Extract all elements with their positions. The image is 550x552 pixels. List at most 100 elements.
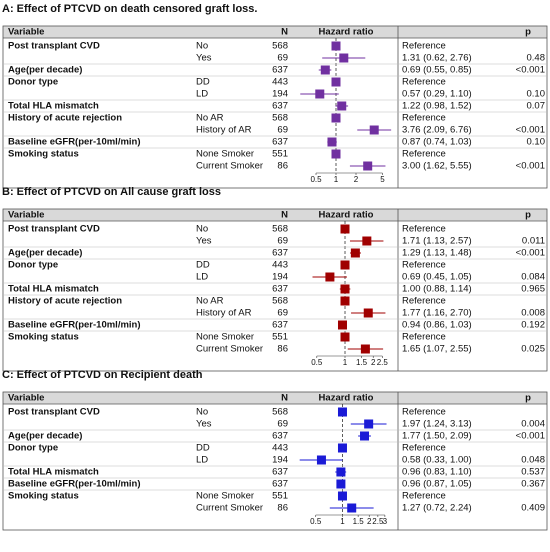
hr-marker <box>327 137 337 147</box>
hr-marker <box>331 149 341 159</box>
subgroup: No AR <box>196 296 224 307</box>
p-value: 0.192 <box>521 320 545 331</box>
hr-marker <box>364 419 374 429</box>
subgroup: LD <box>196 272 208 283</box>
variable: Age(per decade) <box>8 431 82 442</box>
p-value: 0.048 <box>521 455 545 466</box>
hr-label: 1.77 (1.50, 2.09) <box>402 431 472 442</box>
n: 69 <box>277 308 288 319</box>
subgroup: None Smoker <box>196 149 254 160</box>
hr-marker <box>325 272 335 282</box>
x-tick-label: 1.5 <box>353 517 365 526</box>
x-tick-label: 1.5 <box>356 358 368 367</box>
hr-label: 0.96 (0.87, 1.05) <box>402 479 472 490</box>
hr-label: 1.29 (1.13, 1.48) <box>402 248 472 259</box>
hr-label: Reference <box>402 332 446 343</box>
hr-label: 1.31 (0.62, 2.76) <box>402 53 472 64</box>
hr-label: 1.00 (0.88, 1.14) <box>402 284 472 295</box>
variable: Donor type <box>8 77 58 88</box>
variable: Baseline eGFR(per-10ml/min) <box>8 479 141 490</box>
hr-marker <box>320 65 330 75</box>
subgroup: Yes <box>196 53 212 64</box>
hr-label: Reference <box>402 407 446 418</box>
subgroup: Current Smoker <box>196 161 263 172</box>
p-value: 0.537 <box>521 467 545 478</box>
subgroup: LD <box>196 455 208 466</box>
table-border <box>2 25 548 189</box>
x-tick-label: 2 <box>367 517 372 526</box>
col-header: Hazard ratio <box>319 27 374 38</box>
n: 568 <box>272 407 288 418</box>
subgroup: LD <box>196 89 208 100</box>
hr-label: Reference <box>402 41 446 52</box>
hr-marker <box>340 332 350 342</box>
variable: Total HLA mismatch <box>8 467 99 478</box>
hr-label: 1.22 (0.98, 1.52) <box>402 101 472 112</box>
x-tick-label: 3 <box>383 517 388 526</box>
col-header: Variable <box>8 210 44 221</box>
col-header: p <box>525 210 531 221</box>
variable: Total HLA mismatch <box>8 284 99 295</box>
header-bg <box>3 26 547 38</box>
variable: Post transplant CVD <box>8 41 100 52</box>
hr-label: 0.58 (0.33, 1.00) <box>402 455 472 466</box>
variable: Baseline eGFR(per-10ml/min) <box>8 137 141 148</box>
hr-marker <box>315 89 325 99</box>
p-value: 0.004 <box>521 419 545 430</box>
p-value: 0.025 <box>521 344 545 355</box>
hr-label: 0.69 (0.45, 1.05) <box>402 272 472 283</box>
n: 568 <box>272 41 288 52</box>
hr-marker <box>369 125 379 135</box>
x-tick-label: 0.5 <box>310 175 322 184</box>
hr-marker <box>347 503 357 513</box>
subgroup: DD <box>196 77 210 88</box>
x-tick-label: 1 <box>334 175 339 184</box>
p-value: 0.367 <box>521 479 545 490</box>
hr-label: Reference <box>402 491 446 502</box>
subgroup: Yes <box>196 419 212 430</box>
x-tick-label: 5 <box>380 175 385 184</box>
subgroup: History of AR <box>196 308 252 319</box>
table-border <box>2 208 548 372</box>
subgroup: No <box>196 407 208 418</box>
hr-marker <box>339 53 349 63</box>
hr-label: 0.94 (0.86, 1.03) <box>402 320 472 331</box>
n: 568 <box>272 113 288 124</box>
n: 568 <box>272 296 288 307</box>
n: 86 <box>277 344 288 355</box>
hr-marker <box>336 467 346 477</box>
n: 69 <box>277 419 288 430</box>
n: 637 <box>272 101 288 112</box>
subgroup: None Smoker <box>196 491 254 502</box>
n: 637 <box>272 137 288 148</box>
variable: Post transplant CVD <box>8 407 100 418</box>
n: 443 <box>272 260 288 271</box>
hr-marker <box>337 491 347 501</box>
variable: Total HLA mismatch <box>8 101 99 112</box>
hr-marker <box>363 308 373 318</box>
subgroup: No <box>196 224 208 235</box>
x-tick-label: 1 <box>343 358 348 367</box>
n: 637 <box>272 467 288 478</box>
p-value: <0.001 <box>516 161 545 172</box>
n: 568 <box>272 224 288 235</box>
n: 86 <box>277 503 288 514</box>
table-border <box>2 391 548 531</box>
variable: Baseline eGFR(per-10ml/min) <box>8 320 141 331</box>
hr-label: 0.87 (0.74, 1.03) <box>402 137 472 148</box>
hr-label: 1.97 (1.24, 3.13) <box>402 419 472 430</box>
n: 194 <box>272 272 288 283</box>
hr-label: Reference <box>402 296 446 307</box>
variable: Age(per decade) <box>8 248 82 259</box>
p-value: 0.011 <box>522 236 545 247</box>
hr-label: 1.27 (0.72, 2.24) <box>402 503 472 514</box>
p-value: 0.084 <box>521 272 545 283</box>
n: 637 <box>272 431 288 442</box>
hr-marker <box>340 260 350 270</box>
x-tick-label: 2.5 <box>377 358 389 367</box>
hr-marker <box>331 77 341 87</box>
variable: Donor type <box>8 260 58 271</box>
n: 69 <box>277 125 288 136</box>
variable: Post transplant CVD <box>8 224 100 235</box>
variable: Smoking status <box>8 491 79 502</box>
